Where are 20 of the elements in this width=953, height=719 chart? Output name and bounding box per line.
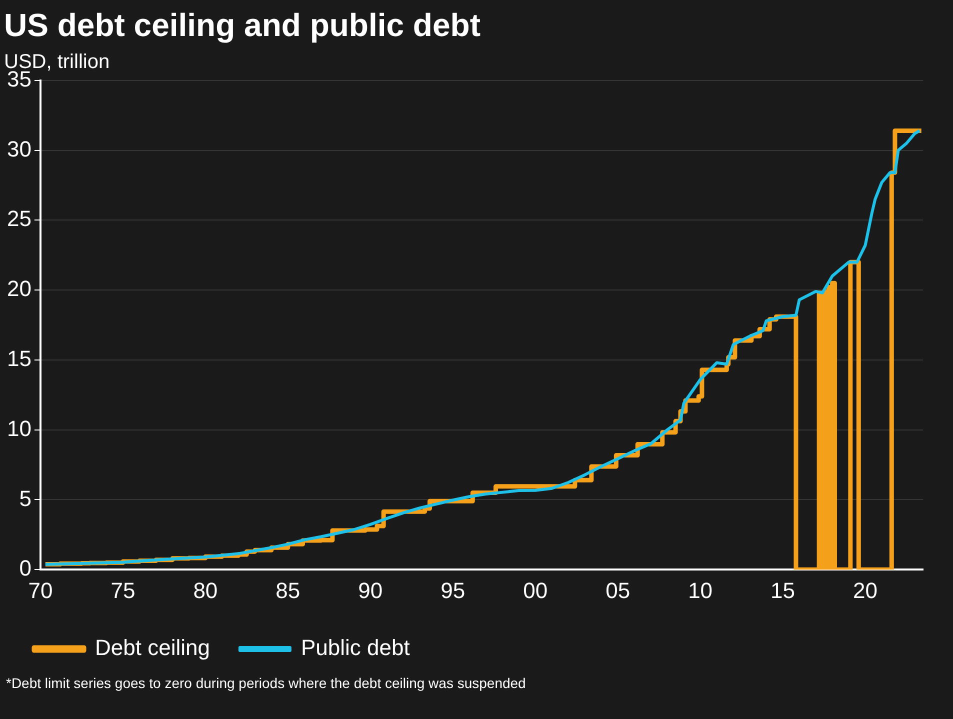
- chart-title: US debt ceiling and public debt: [4, 7, 481, 44]
- x-tick-label: 95: [440, 578, 466, 603]
- y-tick-label: 25: [6, 206, 32, 232]
- text: *Debt limit series goes to zero during periods where the debt ceiling was suspended: [6, 674, 526, 692]
- x-tick-label: 00: [523, 578, 548, 603]
- x-tick-label: 85: [276, 578, 300, 603]
- x-tick-label: 20: [853, 578, 878, 603]
- y-tick-label: 20: [6, 276, 32, 302]
- y-tick-label: 5: [19, 486, 32, 511]
- legend-label: Public debt: [300, 635, 410, 660]
- x-tick-label: 05: [606, 578, 630, 603]
- x-tick-label: 15: [770, 578, 796, 603]
- y-tick-label: 10: [6, 416, 32, 441]
- y-tick-label: 30: [6, 136, 32, 162]
- x-tick-label: 75: [110, 578, 136, 603]
- x-tick-label: 90: [358, 578, 383, 603]
- y-tick-label: 15: [6, 346, 32, 372]
- x-tick-label: 10: [688, 578, 713, 603]
- x-tick-label: 80: [193, 578, 218, 603]
- legend-label: Debt ceiling: [95, 635, 210, 660]
